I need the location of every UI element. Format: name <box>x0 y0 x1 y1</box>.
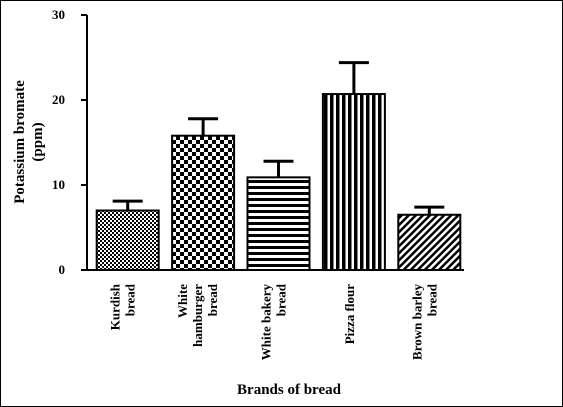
x-tick-label-line: bread <box>123 283 138 316</box>
x-tick-label-line: Kurdish <box>108 283 123 330</box>
bars <box>95 61 462 272</box>
y-axis-title-line: (ppm) <box>30 122 46 161</box>
y-axis-title: Potassium bromate (ppm) <box>12 80 46 204</box>
y-tick-label: 10 <box>52 177 65 192</box>
x-tick-label-line: hamburger <box>190 284 205 347</box>
x-tick-label-line: bread <box>205 283 220 316</box>
y-tick-label: 20 <box>52 92 65 107</box>
y-axis-title-line: Potassium bromate <box>12 80 28 204</box>
x-tick-label-line: White <box>175 284 190 318</box>
bar <box>246 176 311 272</box>
y-tick-label: 0 <box>59 262 66 277</box>
bar <box>397 213 462 271</box>
x-tick-label-line: bread <box>424 283 439 316</box>
x-tick-label-line: Brown barley <box>409 284 424 360</box>
x-tick-label: Kurdishbread <box>108 283 138 330</box>
x-tick-label: Whitehamburgerbread <box>175 283 220 347</box>
x-tick-label: Brown barleybread <box>409 283 439 360</box>
bar <box>95 209 160 271</box>
x-tick-label: White bakerybread <box>259 283 289 360</box>
x-tick-label-line: Pizza flour <box>342 284 357 345</box>
x-tick-label-line: bread <box>274 283 289 316</box>
labels: Potassium bromate (ppm)Kurdishbread Whiteh… <box>12 80 439 398</box>
x-axis-title: Brands of bread <box>237 382 342 398</box>
bar <box>171 134 236 271</box>
x-tick-label-line: White bakery <box>259 284 274 361</box>
x-tick-label: Pizza flour <box>342 284 357 345</box>
bar <box>321 93 386 271</box>
y-tick-label: 30 <box>52 7 65 22</box>
